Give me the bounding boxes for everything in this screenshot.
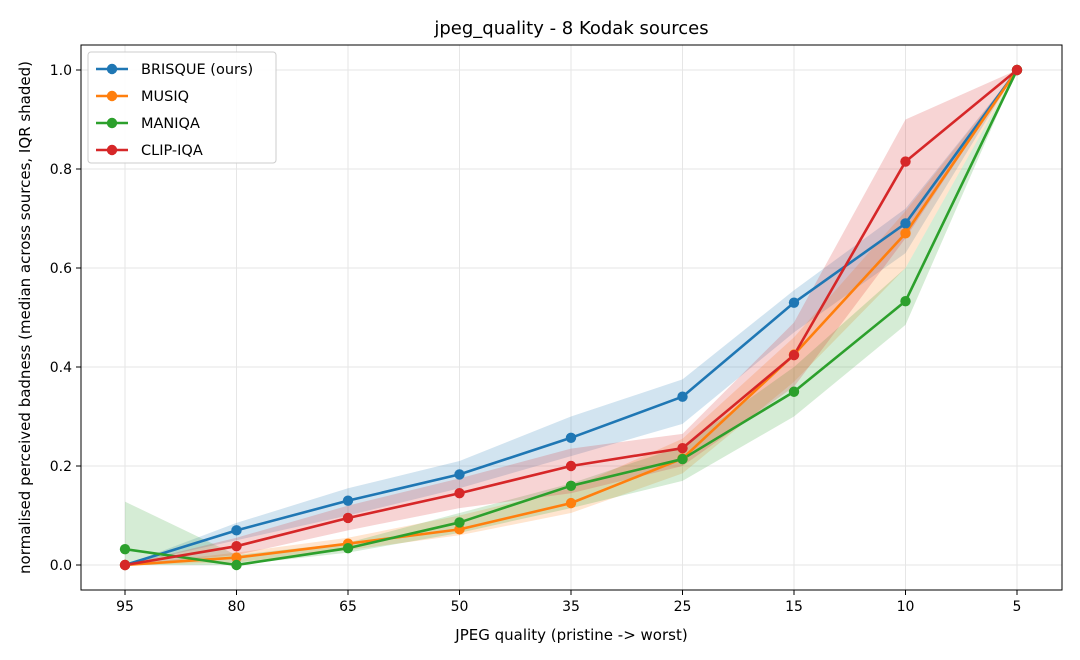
- iqr-band-musiq: [125, 70, 1017, 565]
- data-point-clip-iqa: [788, 349, 800, 361]
- legend-marker: [106, 117, 118, 129]
- data-point-brisque-ours: [454, 469, 465, 480]
- x-tick-label: 5: [1013, 599, 1022, 615]
- x-tick-label: 25: [674, 599, 692, 615]
- data-point-maniqa: [231, 559, 242, 571]
- data-point-clip-iqa: [677, 442, 688, 454]
- data-point-brisque-ours: [788, 297, 800, 308]
- data-point-musiq: [231, 552, 242, 563]
- grid-lines: [81, 45, 1062, 590]
- x-tick-label: 35: [562, 599, 580, 615]
- y-tick-label: 0.8: [50, 162, 72, 178]
- data-point-brisque-ours: [231, 525, 242, 536]
- x-tick-label: 65: [339, 599, 357, 615]
- legend: BRISQUE (ours) MUSIQ MANIQA CLIP-IQA: [87, 51, 277, 164]
- data-point-maniqa: [454, 517, 465, 528]
- y-axis-title: normalised perceived badness (median acr…: [16, 61, 34, 574]
- x-axis-ticks: 95 80 65 50 35 25 15 10 5: [116, 590, 1021, 615]
- y-tick-label: 0.4: [50, 360, 72, 376]
- data-point-clip-iqa: [565, 460, 577, 472]
- legend-label: BRISQUE (ours): [141, 62, 253, 78]
- data-point-clip-iqa: [454, 488, 465, 499]
- legend-box: [87, 51, 277, 164]
- data-point-clip-iqa: [900, 156, 911, 167]
- y-tick-label: 0.2: [50, 459, 72, 475]
- x-tick-label: 15: [785, 599, 803, 615]
- x-axis-title: JPEG quality (pristine -> worst): [454, 626, 687, 644]
- y-tick-label: 0.6: [50, 261, 72, 277]
- data-point-maniqa: [788, 386, 800, 397]
- data-point-brisque-ours: [677, 391, 688, 402]
- x-tick-label: 50: [451, 599, 469, 615]
- data-point-maniqa: [119, 543, 131, 555]
- x-tick-label: 95: [116, 599, 134, 615]
- y-tick-label: 1.0: [50, 63, 72, 79]
- data-point-clip-iqa: [342, 512, 354, 524]
- data-point-brisque-ours: [565, 432, 577, 443]
- legend-label: CLIP-IQA: [141, 143, 203, 159]
- legend-marker: [106, 63, 118, 75]
- data-point-maniqa: [900, 295, 911, 307]
- x-tick-label: 10: [897, 599, 915, 615]
- series-points: [119, 64, 1023, 571]
- legend-marker: [106, 144, 118, 156]
- legend-label: MANIQA: [141, 116, 200, 132]
- data-point-clip-iqa: [231, 540, 242, 552]
- data-point-maniqa: [565, 480, 577, 491]
- data-point-brisque-ours: [342, 495, 354, 506]
- chart-title: jpeg_quality - 8 Kodak sources: [433, 18, 708, 39]
- data-point-clip-iqa: [119, 559, 131, 571]
- data-point-clip-iqa: [1011, 64, 1023, 76]
- data-point-brisque-ours: [900, 218, 911, 229]
- legend-label: MUSIQ: [141, 89, 189, 105]
- y-axis-ticks: 0.0 0.2 0.4 0.6 0.8 1.0: [50, 63, 81, 574]
- x-tick-label: 80: [228, 599, 246, 615]
- data-point-maniqa: [677, 453, 688, 465]
- data-point-maniqa: [342, 542, 354, 554]
- y-tick-label: 0.0: [50, 558, 72, 574]
- legend-marker: [106, 90, 118, 102]
- data-point-musiq: [565, 497, 577, 509]
- data-point-musiq: [900, 228, 911, 239]
